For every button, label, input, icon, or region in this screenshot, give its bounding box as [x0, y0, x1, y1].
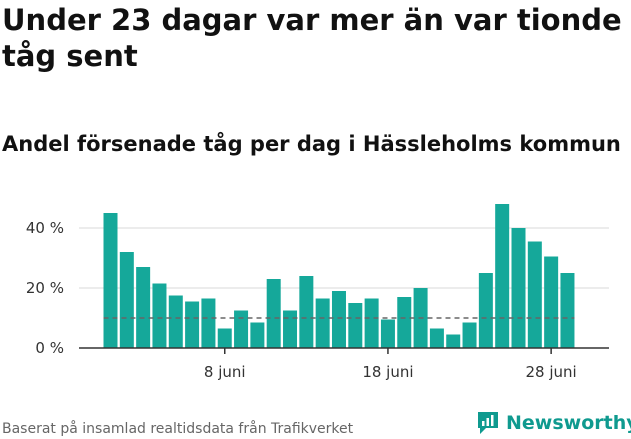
page-title: Under 23 dagar var mer än var tionde tåg… [2, 3, 622, 73]
bar [250, 322, 265, 348]
bar [103, 213, 118, 348]
bar [495, 204, 510, 348]
x-tick-label: 28 juni [526, 363, 577, 381]
x-tick-label: 18 juni [362, 363, 413, 381]
bar [299, 276, 314, 348]
bar [234, 310, 249, 348]
bar [429, 328, 444, 348]
bar [136, 267, 151, 348]
bar [560, 273, 575, 348]
bar [364, 298, 379, 348]
brand-name: Newsworthy [506, 412, 631, 434]
chart-subtitle: Andel försenade tåg per dag i Hässleholm… [2, 132, 621, 156]
y-tick-label: 0 % [35, 339, 64, 357]
y-tick-label: 40 % [26, 219, 64, 237]
bar [168, 295, 183, 348]
bar-chart: 0 % 20 % 40 % 8 juni 18 juni 28 juni [26, 204, 609, 381]
bar [266, 279, 281, 348]
bar [331, 291, 346, 348]
bar [315, 298, 330, 348]
bar [152, 283, 167, 348]
x-tick-label: 8 juni [204, 363, 246, 381]
bar [283, 310, 298, 348]
bar [185, 301, 200, 348]
bar [446, 334, 461, 348]
bar [217, 328, 232, 348]
bar [478, 273, 493, 348]
y-tick-label: 20 % [26, 279, 64, 297]
bar [511, 228, 526, 348]
bar [119, 252, 134, 348]
bar [380, 319, 395, 348]
source-note: Baserat på insamlad realtidsdata från Tr… [2, 421, 354, 437]
bar [397, 297, 412, 348]
bar [527, 241, 542, 348]
bar [201, 298, 216, 348]
bar [462, 322, 477, 348]
bar [544, 256, 559, 348]
brand-logo: Newsworthy [476, 408, 631, 438]
newsworthy-logo-icon [478, 412, 498, 434]
bar [348, 303, 363, 348]
